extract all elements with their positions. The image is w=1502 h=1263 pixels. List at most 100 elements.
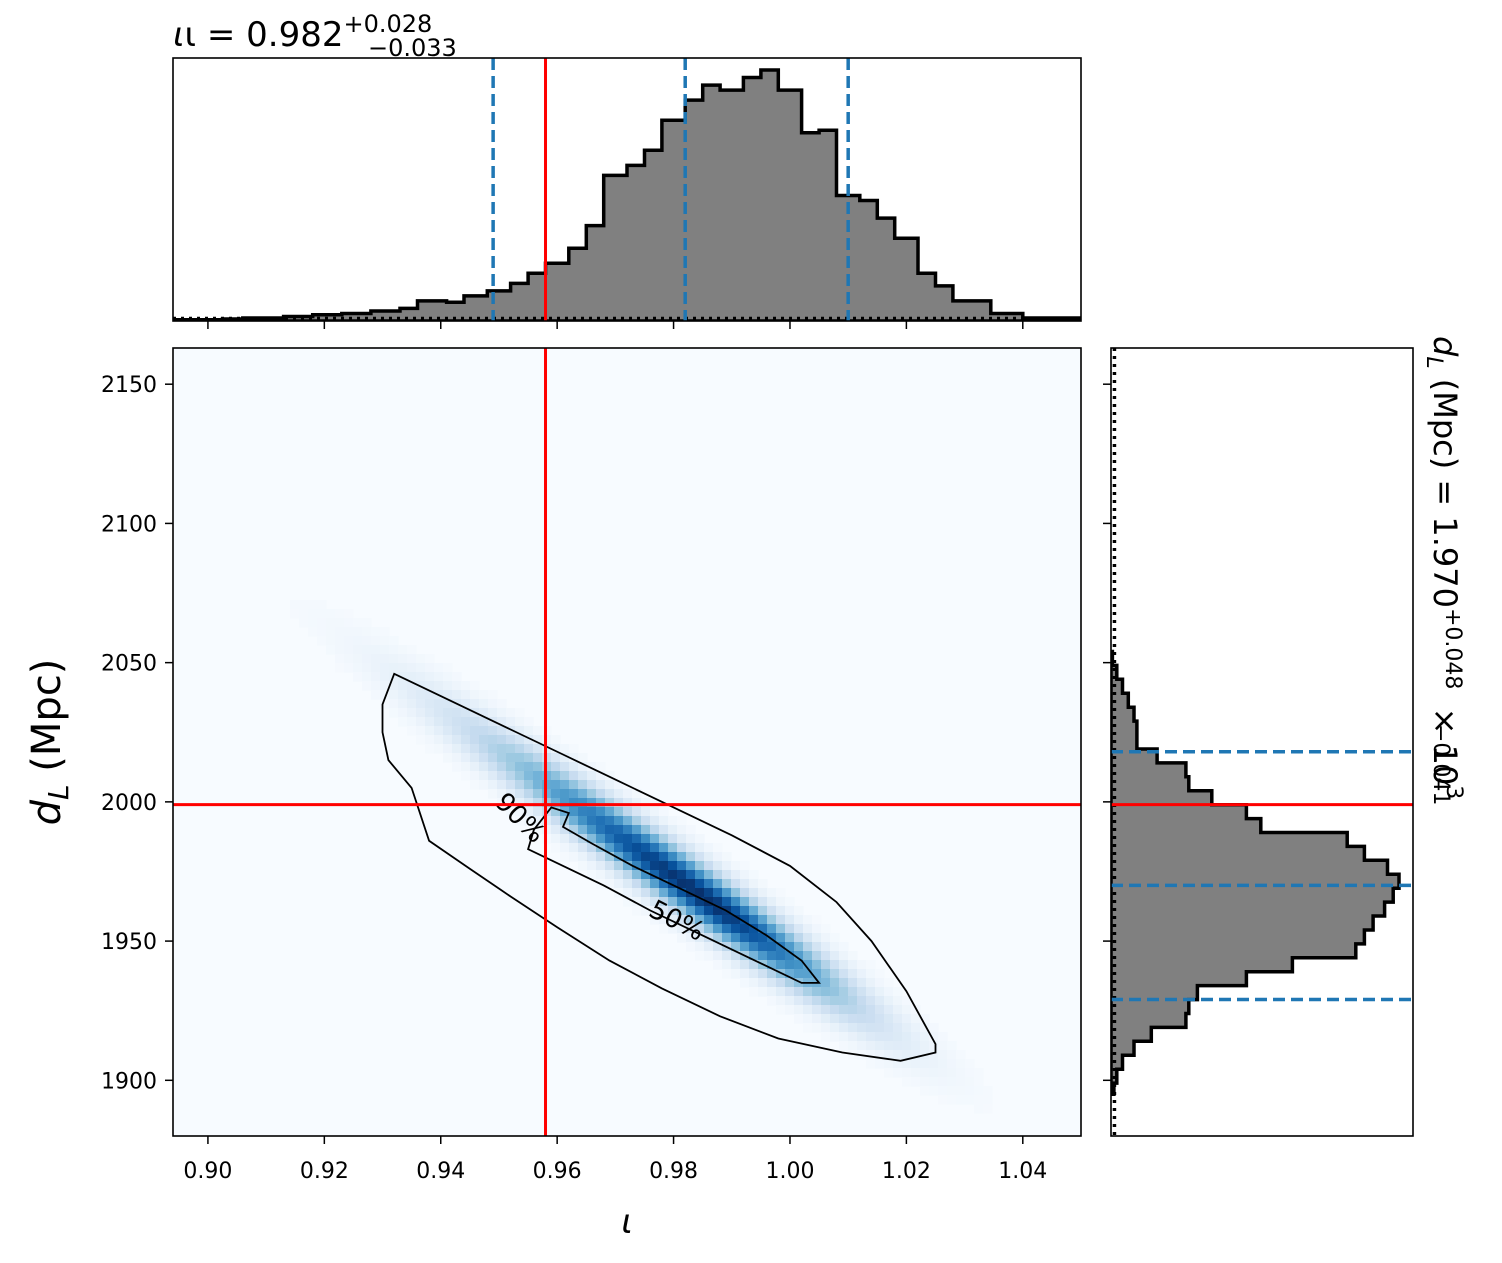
density-cell — [875, 978, 885, 988]
density-cell — [443, 699, 453, 709]
density-cell — [731, 951, 741, 961]
density-cell — [587, 870, 597, 880]
density-cell — [758, 942, 768, 952]
density-cell — [830, 951, 840, 961]
density-cell — [839, 1005, 849, 1015]
density-cell — [893, 996, 903, 1006]
density-cell — [677, 816, 687, 826]
density-cell — [830, 987, 840, 997]
density-cell — [767, 933, 777, 943]
density-cell — [821, 1023, 831, 1033]
density-cell — [398, 654, 408, 664]
density-cell — [830, 1032, 840, 1042]
density-cell — [479, 690, 489, 700]
density-cell — [569, 825, 579, 835]
density-cell — [560, 825, 570, 835]
dl-panel-frame — [1110, 347, 1414, 1137]
density-cell — [569, 744, 579, 754]
density-cell — [371, 645, 381, 655]
density-cell — [425, 654, 435, 664]
density-cell — [902, 1059, 912, 1069]
contour-50-line — [527, 806, 821, 984]
density-cell — [677, 834, 687, 844]
density-cell — [632, 879, 642, 889]
density-cell — [821, 951, 831, 961]
density-cell — [479, 699, 489, 709]
density-cell — [911, 1032, 921, 1042]
density-cell — [488, 780, 498, 790]
density-cell — [533, 771, 543, 781]
density-cell — [371, 663, 381, 673]
density-cell — [695, 924, 705, 934]
density-cell — [929, 1086, 939, 1096]
iota-title-prefix: ι = — [185, 15, 247, 55]
density-cell — [740, 906, 750, 916]
density-cell — [389, 681, 399, 691]
density-cell — [515, 726, 525, 736]
density-cell — [551, 807, 561, 817]
density-cell — [632, 843, 642, 853]
density-cell — [515, 744, 525, 754]
density-cell — [614, 807, 624, 817]
density-cell — [398, 708, 408, 718]
density-cell — [758, 933, 768, 943]
density-cell — [713, 960, 723, 970]
density-cell — [884, 1059, 894, 1069]
density-cell — [650, 915, 660, 925]
density-cell — [893, 1032, 903, 1042]
density-cell — [785, 978, 795, 988]
density-cell — [506, 735, 516, 745]
density-cell — [794, 906, 804, 916]
density-cell — [461, 681, 471, 691]
density-cell — [641, 879, 651, 889]
y-axis-label-sub: L — [42, 784, 75, 800]
density-cell — [740, 879, 750, 889]
density-cell — [884, 1005, 894, 1015]
density-cell — [596, 780, 606, 790]
density-cell — [416, 708, 426, 718]
density-cell — [794, 951, 804, 961]
density-cell — [632, 897, 642, 907]
density-cell — [506, 780, 516, 790]
density-cell — [434, 708, 444, 718]
density-cell — [632, 798, 642, 808]
density-cell — [587, 798, 597, 808]
density-cell — [731, 969, 741, 979]
density-cell — [668, 906, 678, 916]
density-cell — [587, 825, 597, 835]
density-cell — [551, 735, 561, 745]
density-cell — [317, 636, 327, 646]
density-cell — [740, 924, 750, 934]
density-cell — [983, 1086, 993, 1096]
density-cell — [371, 681, 381, 691]
density-cell — [776, 951, 786, 961]
density-cell — [866, 1059, 876, 1069]
density-cell — [686, 834, 696, 844]
density-cell — [668, 861, 678, 871]
density-cell — [866, 1032, 876, 1042]
density-cell — [344, 627, 354, 637]
density-cell — [956, 1050, 966, 1060]
density-cell — [821, 978, 831, 988]
density-cell — [551, 753, 561, 763]
density-cell — [803, 915, 813, 925]
density-cell — [929, 1032, 939, 1042]
density-cell — [866, 1014, 876, 1024]
density-cell — [722, 960, 732, 970]
density-cell — [587, 861, 597, 871]
density-cell — [695, 906, 705, 916]
density-cell — [497, 726, 507, 736]
x-tick-label: 1.02 — [882, 1159, 931, 1184]
density-cell — [587, 834, 597, 844]
density-cell — [866, 978, 876, 988]
density-cell — [461, 744, 471, 754]
density-cell — [803, 960, 813, 970]
density-cell — [416, 717, 426, 727]
density-cell — [371, 672, 381, 682]
density-cell — [380, 699, 390, 709]
density-cell — [749, 960, 759, 970]
density-cell — [866, 1041, 876, 1051]
density-cell — [560, 753, 570, 763]
density-cell — [731, 924, 741, 934]
density-cell — [677, 870, 687, 880]
